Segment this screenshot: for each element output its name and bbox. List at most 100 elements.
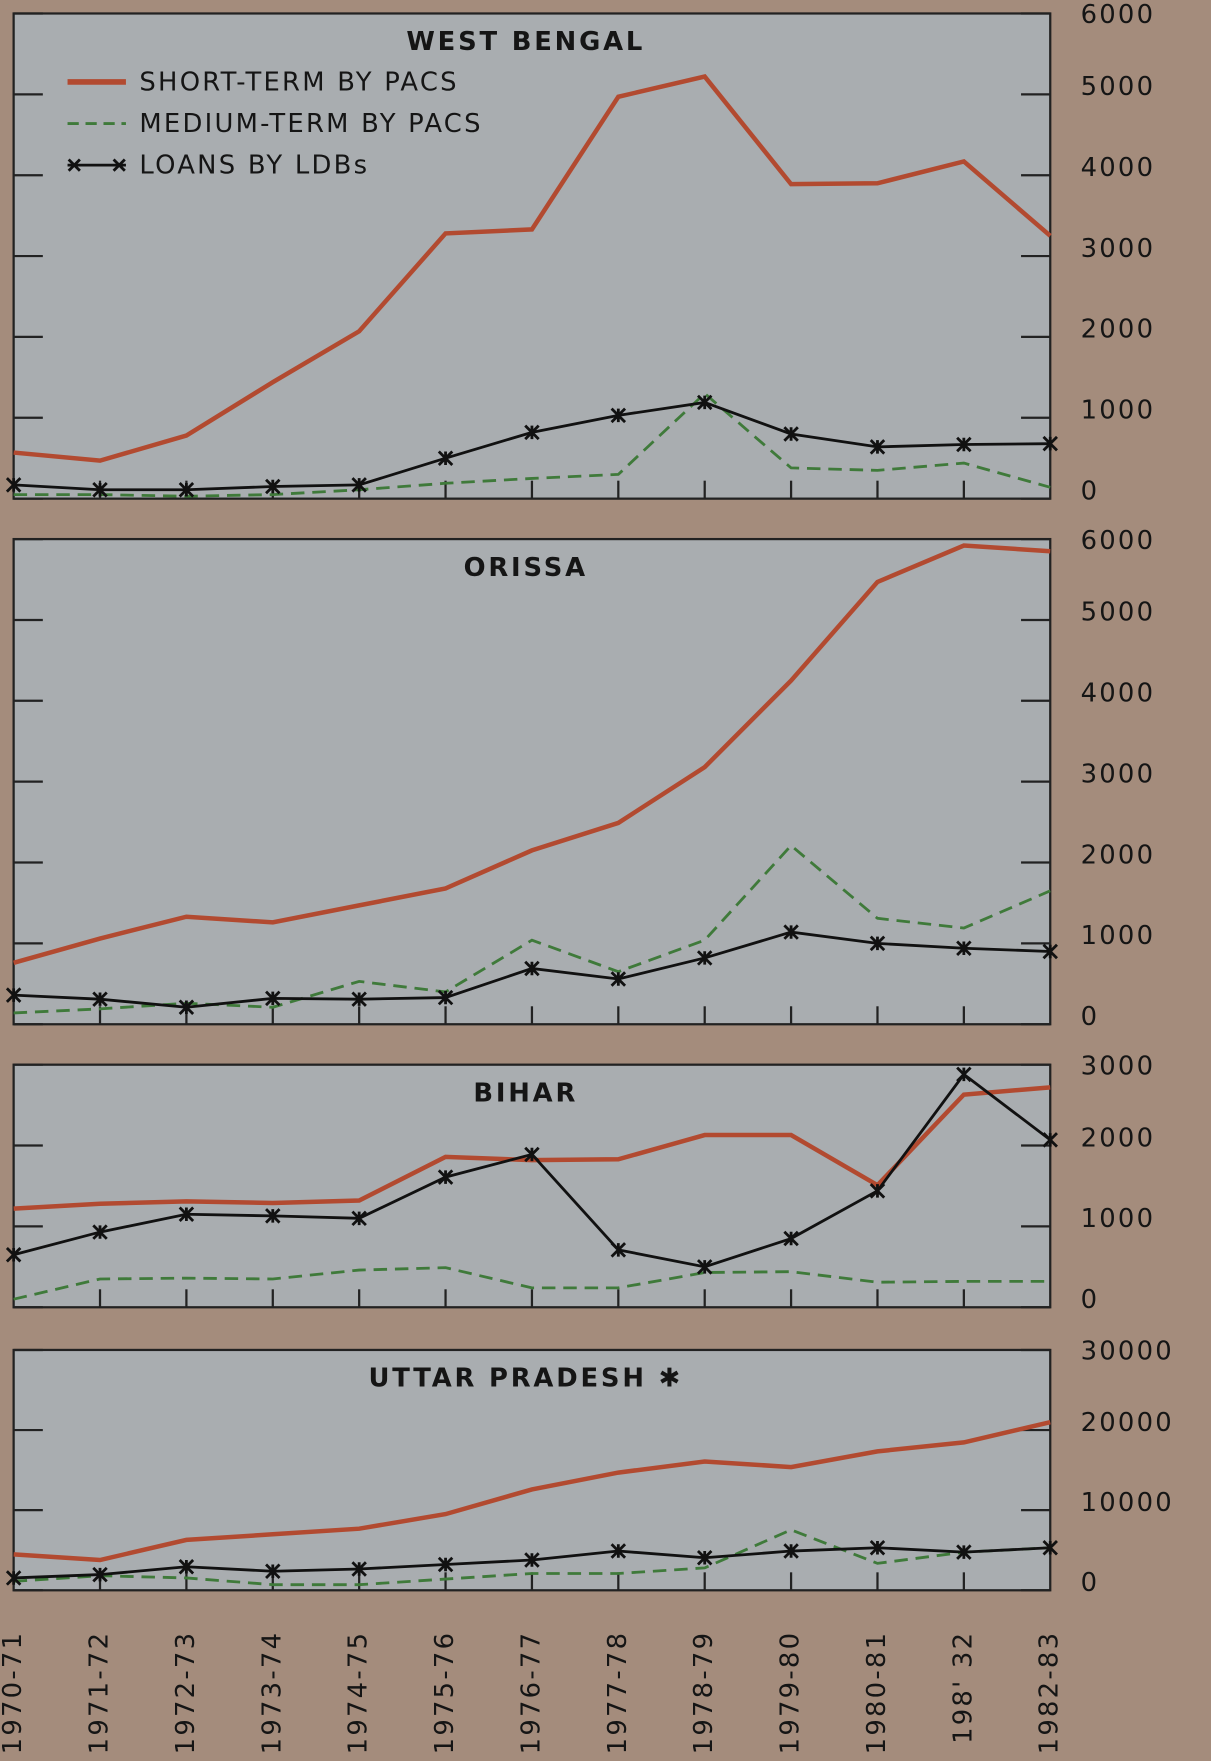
- panel-title: ORISSA: [464, 553, 588, 583]
- y-tick-label: 30000: [1081, 1337, 1174, 1367]
- x-tick-label: 1975-76: [430, 1631, 460, 1755]
- y-tick-label: 3000: [1081, 759, 1156, 789]
- marker: [783, 1543, 799, 1559]
- marker: [178, 1206, 195, 1223]
- y-tick-label: 0: [1081, 1285, 1100, 1315]
- marker: [610, 407, 627, 424]
- marker: [351, 1561, 367, 1577]
- x-tick-label: 1982-83: [1035, 1631, 1065, 1755]
- plot-area: [12, 1063, 1052, 1309]
- series-line: [13, 1420, 1051, 1563]
- panel-title: UTTAR PRADESH ✱: [368, 1364, 683, 1394]
- marker: [5, 1570, 22, 1586]
- x-tick-label: 1978-79: [689, 1631, 719, 1755]
- marker: [265, 990, 281, 1007]
- marker: [610, 1543, 627, 1559]
- marker: [92, 991, 108, 1007]
- series-line: [13, 1528, 1051, 1587]
- marker: [524, 1146, 540, 1163]
- marker: [351, 1210, 367, 1227]
- x-tick-label: 1977-78: [603, 1631, 633, 1755]
- marker: [265, 1208, 281, 1224]
- marker: [437, 1169, 454, 1185]
- panel-title: BIHAR: [473, 1078, 578, 1108]
- legend-label: MEDIUM-TERM BY PACS: [139, 109, 482, 139]
- marker: [1042, 1540, 1058, 1556]
- y-tick-label: 6000: [1081, 526, 1156, 556]
- y-tick-label: 0: [1081, 476, 1100, 506]
- marker: [869, 1183, 886, 1199]
- x-tick-label: 1976-77: [516, 1631, 546, 1755]
- marker: [696, 1259, 713, 1275]
- x-tick-label: 1971-72: [85, 1631, 115, 1755]
- marker: [1042, 435, 1058, 452]
- marker: [783, 1230, 799, 1247]
- y-tick-label: 1000: [1081, 1204, 1156, 1234]
- y-tick-label: 0: [1081, 1002, 1100, 1032]
- marker: [524, 1552, 540, 1568]
- marker: [610, 971, 627, 987]
- y-tick-label: 2000: [1081, 840, 1156, 870]
- marker: [265, 1563, 281, 1579]
- marker: [92, 1224, 108, 1240]
- y-tick-label: 2000: [1081, 1123, 1156, 1153]
- y-tick-label: 1000: [1081, 396, 1156, 426]
- y-tick-label: 0: [1081, 1568, 1100, 1598]
- marker: [783, 924, 799, 940]
- marker: [696, 1550, 713, 1566]
- y-tick-label: 2000: [1081, 315, 1156, 345]
- marker: [869, 439, 886, 455]
- series-line: [13, 74, 1052, 463]
- marker: [5, 987, 22, 1003]
- y-tick-label: 1000: [1081, 921, 1156, 951]
- marker: [92, 482, 108, 498]
- x-tick-label: 1970-71: [0, 1631, 28, 1755]
- marker: [869, 935, 886, 952]
- marker: [351, 991, 367, 1007]
- legend-marker: [67, 158, 81, 172]
- series-line: [13, 543, 1051, 965]
- x-tick-label: 1979-80: [776, 1631, 806, 1755]
- x-tick-label: 198' 32: [948, 1631, 978, 1744]
- y-tick-label: 3000: [1081, 234, 1156, 264]
- legend-label: LOANS BY LDBs: [139, 151, 369, 181]
- marker: [696, 394, 713, 411]
- marker: [5, 1246, 22, 1263]
- y-tick-label: 4000: [1081, 679, 1156, 709]
- x-tick-label: 1974-75: [344, 1631, 374, 1755]
- marker: [956, 1066, 972, 1083]
- marker: [437, 989, 454, 1006]
- marker: [437, 1556, 454, 1573]
- marker: [524, 960, 540, 977]
- plot-area: [12, 12, 1052, 500]
- x-tick-label: 1972-73: [171, 1631, 201, 1755]
- marker: [5, 477, 22, 493]
- y-tick-label: 5000: [1081, 72, 1156, 102]
- marker: [783, 426, 799, 442]
- marker: [1042, 1132, 1058, 1148]
- panel-title: WEST BENGAL: [406, 27, 645, 57]
- x-tick-label: 1980-81: [862, 1631, 892, 1755]
- marker: [92, 1566, 108, 1583]
- x-tick-label: 1973-74: [257, 1631, 287, 1755]
- y-tick-label: 20000: [1081, 1408, 1174, 1438]
- marker: [524, 424, 540, 441]
- marker: [351, 477, 367, 493]
- y-tick-label: 5000: [1081, 598, 1156, 628]
- marker: [956, 1544, 972, 1560]
- y-tick-label: 10000: [1081, 1488, 1174, 1518]
- marker: [956, 436, 972, 453]
- legend-marker: [112, 158, 126, 172]
- plot-area: [12, 537, 1052, 1026]
- marker: [265, 478, 281, 495]
- y-tick-label: 3000: [1081, 1051, 1156, 1081]
- legend-label: SHORT-TERM BY PACS: [139, 68, 458, 98]
- y-tick-label: 4000: [1081, 153, 1156, 183]
- series-line: [13, 1266, 1051, 1301]
- marker: [610, 1242, 627, 1258]
- marker: [178, 999, 195, 1016]
- marker: [437, 450, 454, 466]
- marker: [1042, 943, 1058, 960]
- marker: [956, 940, 972, 956]
